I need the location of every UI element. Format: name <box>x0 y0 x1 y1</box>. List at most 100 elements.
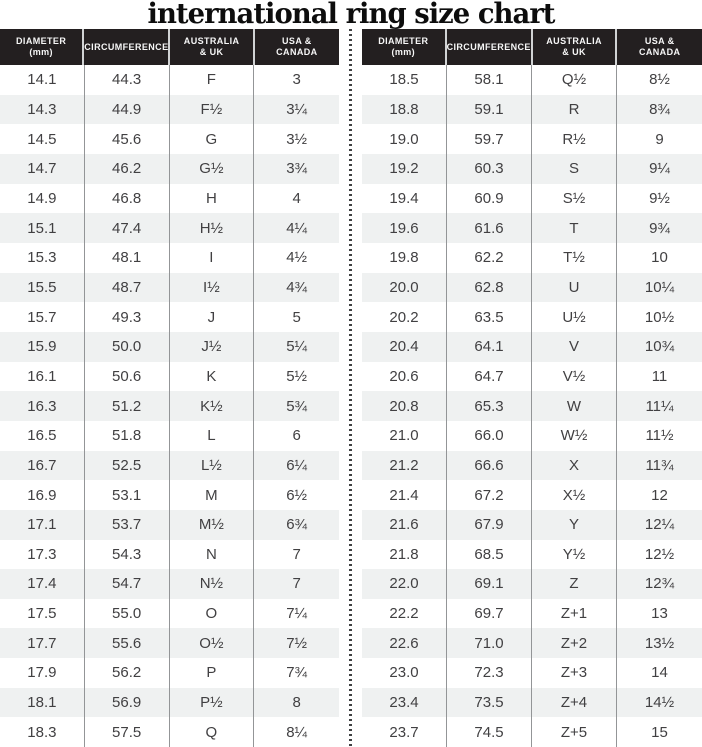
table-cell: 8 <box>292 694 301 712</box>
table-cell: Z <box>532 569 617 599</box>
column-header: CIRCUMFERENCE <box>446 29 533 65</box>
column-header: DIAMETER (mm) <box>362 29 447 65</box>
table-cell: 46.2 <box>85 153 170 184</box>
table-row: 17.9 56.2 P 7¾ <box>0 658 339 688</box>
table-cell: 69.7 <box>447 598 532 629</box>
table-cell: 66.6 <box>447 450 532 481</box>
table-cell: L <box>170 420 255 451</box>
table-cell: 57.5 <box>85 717 170 747</box>
table-cell: I <box>170 242 255 273</box>
table-row: 15.5 48.7 I½ 4¾ <box>0 272 339 303</box>
table-cell: 14.9 <box>0 183 85 214</box>
table-header-left: DIAMETER (mm) CIRCUMFERENCE AUSTRALIA & UK US… <box>0 29 339 65</box>
table-cell: 8¾ <box>649 100 670 118</box>
table-cell: 13½ <box>644 634 675 652</box>
column-header: DIAMETER (mm) <box>0 29 85 65</box>
table-row: 16.7 52.5 L½ 6¼ <box>0 450 339 481</box>
table-cell: F½ <box>170 94 255 125</box>
table-row: 20.8 65.3 W 11¼ <box>362 391 702 421</box>
table-cell: 64.1 <box>447 331 532 362</box>
table-cell: 9 <box>655 130 664 148</box>
table-row: 14.5 45.6 G 3½ <box>0 124 339 154</box>
table-cell: 55.0 <box>85 598 170 629</box>
table-cell: R <box>532 94 617 125</box>
table-cell: 15.7 <box>0 302 85 332</box>
table-cell: L½ <box>170 450 255 481</box>
table-cell: 5½ <box>286 367 308 385</box>
table-cell: W <box>532 391 617 421</box>
table-row: 17.1 53.7 M½ 6¾ <box>0 509 339 540</box>
table-cell: 3 <box>292 71 301 89</box>
table-cell: H½ <box>170 213 255 243</box>
table-row: 16.1 50.6 K 5½ <box>0 361 339 392</box>
table-cell: 53.7 <box>85 509 170 540</box>
table-cell: 47.4 <box>85 213 170 243</box>
table-row: 14.9 46.8 H 4 <box>0 183 339 214</box>
table-cell: W½ <box>532 420 617 451</box>
table-row: 19.0 59.7 R½ 9 <box>362 124 702 154</box>
table-row: 17.5 55.0 O 7¼ <box>0 598 339 629</box>
table-cell: Z+3 <box>532 658 617 688</box>
table-cell: 19.2 <box>362 153 447 184</box>
table-cell: 21.8 <box>362 539 447 570</box>
table-cell: 14.3 <box>0 94 85 125</box>
table-cell: 22.0 <box>362 569 447 599</box>
table-cell: 58.1 <box>447 65 532 95</box>
table-cell: N½ <box>170 569 255 599</box>
table-cell: 17.9 <box>0 658 85 688</box>
table-cell: 7½ <box>286 634 308 652</box>
table-cell: I½ <box>170 272 255 303</box>
table-row: 14.3 44.9 F½ 3¼ <box>0 94 339 125</box>
table-row: 17.7 55.6 O½ 7½ <box>0 628 339 659</box>
table-cell: 50.0 <box>85 331 170 362</box>
table-row: 15.3 48.1 I 4½ <box>0 242 339 273</box>
table-cell: 48.7 <box>85 272 170 303</box>
table-row: 17.3 54.3 N 7 <box>0 539 339 570</box>
table-cell: 73.5 <box>447 687 532 718</box>
table-cell: 12½ <box>644 545 675 563</box>
table-cell: 54.3 <box>85 539 170 570</box>
table-cell: 4¾ <box>286 278 308 296</box>
table-cell: T½ <box>532 242 617 273</box>
table-cell: Z+2 <box>532 628 617 659</box>
table-cell: 6 <box>292 427 301 445</box>
table-cell: Y <box>532 509 617 540</box>
table-row: 22.6 71.0 Z+2 13½ <box>362 628 702 659</box>
table-cell: T <box>532 213 617 243</box>
table-cell: 44.3 <box>85 65 170 95</box>
table-cell: 51.8 <box>85 420 170 451</box>
table-cell: 22.6 <box>362 628 447 659</box>
table-cell: X <box>532 450 617 481</box>
table-row: 16.5 51.8 L 6 <box>0 420 339 451</box>
table-cell: J½ <box>170 331 255 362</box>
table-body-left: 14.1 44.3 F 3 14.3 44.9 F½ 3¼ 14.5 45.6 G 3½ 14.7 46.… <box>0 65 339 747</box>
table-cell: 18.8 <box>362 94 447 125</box>
table-cell: 64.7 <box>447 361 532 392</box>
table-cell: 45.6 <box>85 124 170 154</box>
table-cell: 14.7 <box>0 153 85 184</box>
column-header: AUSTRALIA & UK <box>170 29 255 65</box>
table-cell: 21.6 <box>362 509 447 540</box>
table-row: 20.2 63.5 U½ 10½ <box>362 302 702 332</box>
table-cell: 8¼ <box>286 723 308 741</box>
table-cell: 67.2 <box>447 480 532 510</box>
table-row: 23.7 74.5 Z+5 15 <box>362 717 702 747</box>
table-cell: 20.4 <box>362 331 447 362</box>
table-cell: 67.9 <box>447 509 532 540</box>
table-cell: 14.1 <box>0 65 85 95</box>
table-cell: Q½ <box>532 65 617 95</box>
table-cell: 5¾ <box>286 397 308 415</box>
table-cell: G <box>170 124 255 154</box>
table-cell: 72.3 <box>447 658 532 688</box>
column-header: USA & CANADA <box>254 29 339 65</box>
table-row: 16.9 53.1 M 6½ <box>0 480 339 510</box>
table-row: 18.1 56.9 P½ 8 <box>0 687 339 718</box>
table-cell: 46.8 <box>85 183 170 214</box>
table-row: 20.6 64.7 V½ 11 <box>362 361 702 392</box>
table-cell: 69.1 <box>447 569 532 599</box>
table-cell: 63.5 <box>447 302 532 332</box>
table-cell: 18.5 <box>362 65 447 95</box>
table-cell: 62.2 <box>447 242 532 273</box>
table-cell: 12¾ <box>644 575 675 593</box>
